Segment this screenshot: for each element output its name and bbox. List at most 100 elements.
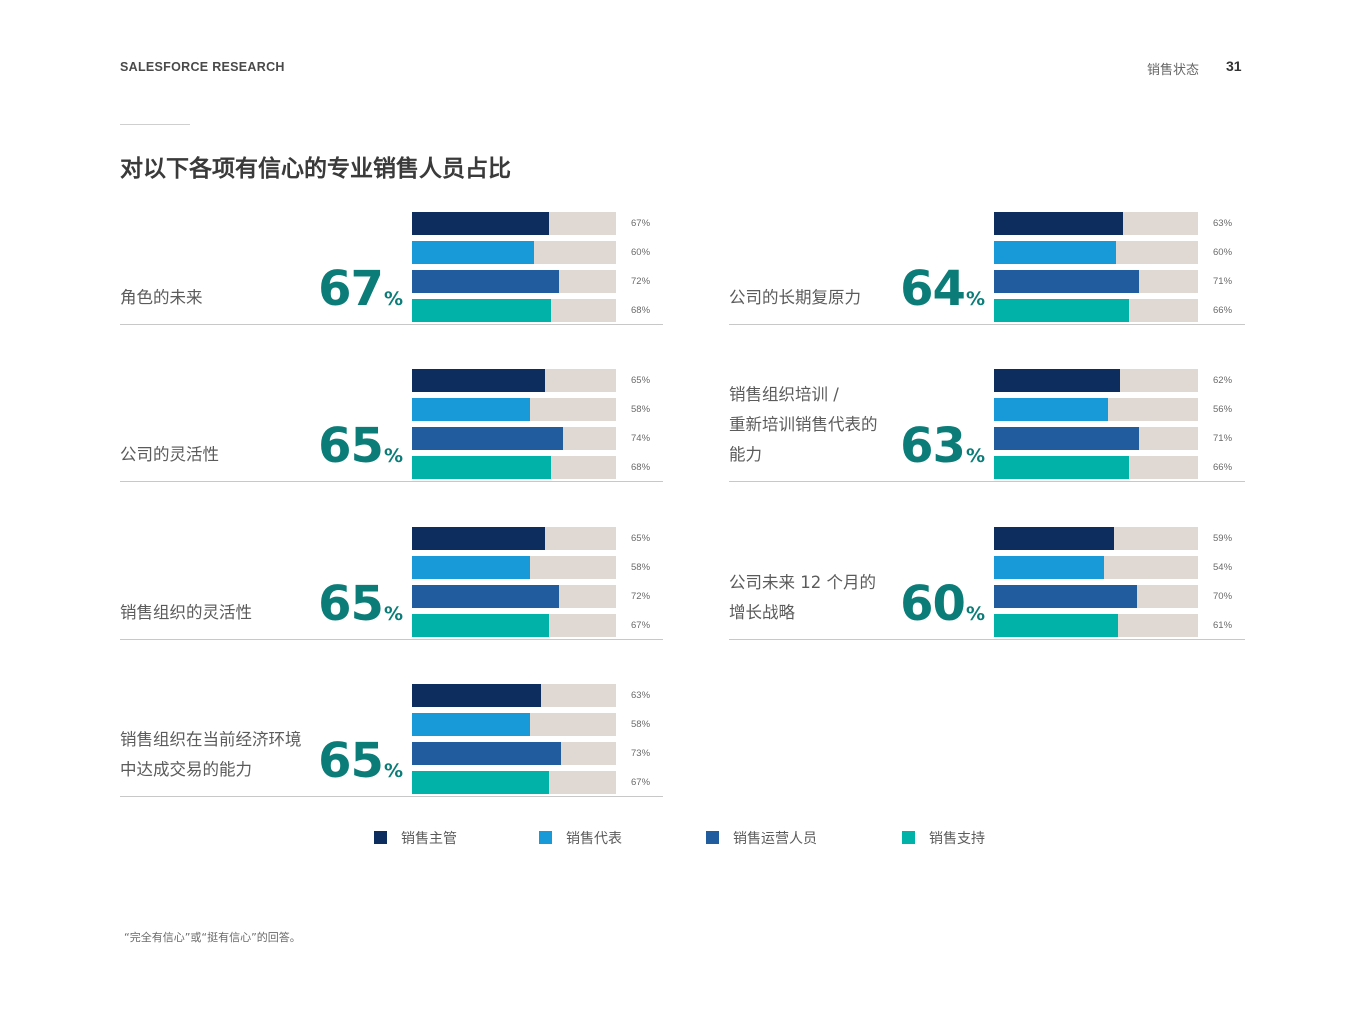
legend-swatch-support [902, 831, 915, 844]
block-divider [120, 324, 663, 325]
bar-value-label: 66% [1213, 305, 1233, 316]
block-divider [120, 796, 663, 797]
bar-value-label: 70% [1213, 591, 1233, 602]
metric-label-line: 销售组织的灵活性 [120, 603, 252, 622]
block-divider [729, 481, 1245, 482]
bar-value-label: 62% [1213, 375, 1233, 386]
bar-track [412, 241, 616, 264]
bar-track [412, 398, 616, 421]
bar-ops [412, 585, 559, 608]
bar-track [994, 398, 1198, 421]
bar-track [994, 456, 1198, 479]
bar-track [412, 684, 616, 707]
metric-label-line: 销售组织培训 / [729, 385, 839, 404]
metric-label-line: 重新培训销售代表的 [729, 415, 878, 434]
overall-value: 60 [900, 576, 966, 632]
bar-track [994, 585, 1198, 608]
metric-label-line: 公司未来 12 个月的 [729, 573, 876, 592]
bar-ops [412, 270, 559, 293]
overall-unit: % [383, 760, 403, 782]
bar-track [994, 369, 1198, 392]
bar-value-label: 71% [1213, 276, 1233, 287]
overall-percent: 67% [318, 265, 403, 313]
bar-group: 63% 60% 71% 66% [994, 212, 1254, 322]
overall-percent: 65% [318, 422, 403, 470]
bar-track [412, 299, 616, 322]
overall-unit: % [965, 445, 985, 467]
bar-support [994, 456, 1129, 479]
metric-label-line: 增长战略 [729, 603, 795, 622]
bar-track [412, 742, 616, 765]
bar-track [412, 427, 616, 450]
brand-label: SALESFORCE RESEARCH [120, 60, 285, 74]
metric-label: 角色的未来 [120, 283, 320, 313]
bar-value-label: 60% [631, 247, 651, 258]
metric-label-line: 公司的长期复原力 [729, 288, 861, 307]
bar-value-label: 63% [1213, 218, 1233, 229]
block-divider [120, 639, 663, 640]
legend-swatch-ops [706, 831, 719, 844]
overall-unit: % [383, 445, 403, 467]
overall-percent: 60% [900, 580, 985, 628]
bar-value-label: 68% [631, 305, 651, 316]
bar-value-label: 72% [631, 591, 651, 602]
bar-track [412, 527, 616, 550]
bar-support [412, 614, 549, 637]
bar-rep [412, 241, 535, 264]
bar-manager [412, 369, 545, 392]
bar-ops [412, 427, 563, 450]
bar-group: 65% 58% 74% 68% [412, 369, 672, 479]
metric-block: 销售组织在当前经济环境 中达成交易的能力 65% 63% 58% 73% 67% [120, 684, 663, 797]
metric-label-line: 能力 [729, 445, 762, 464]
bar-support [412, 456, 551, 479]
bar-value-label: 58% [631, 404, 651, 415]
bar-track [412, 713, 616, 736]
bar-value-label: 63% [631, 690, 651, 701]
bar-value-label: 67% [631, 620, 651, 631]
bar-value-label: 68% [631, 462, 651, 473]
metric-label: 公司的长期复原力 [729, 283, 929, 313]
overall-unit: % [383, 288, 403, 310]
metric-label: 销售组织的灵活性 [120, 598, 320, 628]
metric-label-line: 中达成交易的能力 [120, 760, 252, 779]
overall-unit: % [965, 288, 985, 310]
metric-label-line: 销售组织在当前经济环境 [120, 730, 302, 749]
bar-rep [412, 398, 531, 421]
metric-block: 销售组织的灵活性 65% 65% 58% 72% 67% [120, 527, 663, 640]
chart-legend: 销售主管 销售代表 销售运营人员 销售支持 [0, 828, 1365, 848]
bar-ops [412, 742, 561, 765]
bar-rep [412, 713, 531, 736]
bar-group: 65% 58% 72% 67% [412, 527, 672, 637]
bar-value-label: 61% [1213, 620, 1233, 631]
bar-track [412, 614, 616, 637]
bar-support [412, 299, 551, 322]
metric-label-line: 公司的灵活性 [120, 445, 219, 464]
bar-manager [994, 369, 1121, 392]
bar-track [412, 270, 616, 293]
legend-swatch-manager [374, 831, 387, 844]
bar-value-label: 71% [1213, 433, 1233, 444]
bar-track [994, 556, 1198, 579]
chart-title: 对以下各项有信心的专业销售人员占比 [120, 156, 511, 182]
bar-value-label: 58% [631, 719, 651, 730]
overall-percent: 65% [318, 580, 403, 628]
block-divider [729, 639, 1245, 640]
bar-value-label: 54% [1213, 562, 1233, 573]
legend-label-support: 销售支持 [929, 831, 985, 847]
legend-label-manager: 销售主管 [401, 831, 457, 847]
bar-value-label: 60% [1213, 247, 1233, 258]
block-divider [120, 481, 663, 482]
bar-group: 63% 58% 73% 67% [412, 684, 672, 794]
bar-value-label: 67% [631, 777, 651, 788]
bar-group: 62% 56% 71% 66% [994, 369, 1254, 479]
metric-block: 公司的灵活性 65% 65% 58% 74% 68% [120, 369, 663, 482]
bar-group: 67% 60% 72% 68% [412, 212, 672, 322]
bar-manager [412, 527, 545, 550]
bar-value-label: 74% [631, 433, 651, 444]
bar-value-label: 73% [631, 748, 651, 759]
metric-label: 销售组织培训 / 重新培训销售代表的 能力 [729, 380, 929, 470]
bar-track [994, 241, 1198, 264]
overall-value: 64 [900, 261, 966, 317]
bar-value-label: 58% [631, 562, 651, 573]
bar-value-label: 65% [631, 533, 651, 544]
